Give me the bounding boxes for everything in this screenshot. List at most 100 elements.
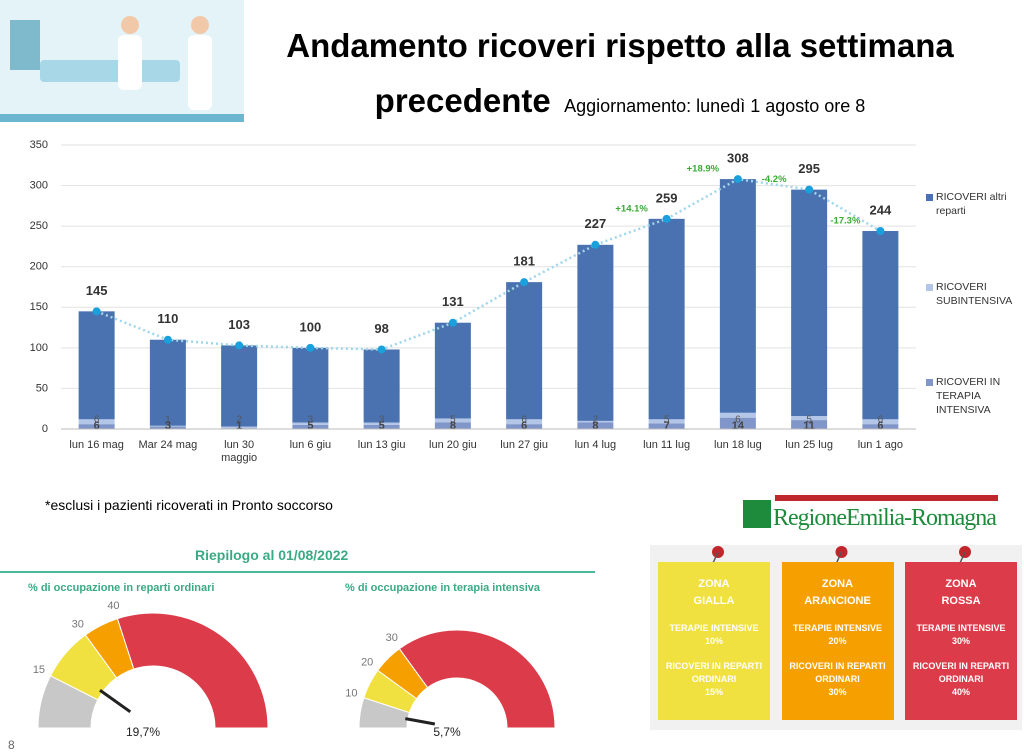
total-marker xyxy=(591,240,600,249)
bar-segment xyxy=(577,422,614,429)
y-tick-label: 200 xyxy=(30,261,48,273)
bar-segment xyxy=(221,426,258,429)
bar-segment xyxy=(434,422,471,429)
bar-segment xyxy=(292,347,329,423)
x-tick-label: lun 13 giu xyxy=(357,439,406,451)
gauge-value: 5,7% xyxy=(433,725,461,739)
gauge-tick-label: 10 xyxy=(345,688,357,700)
zone-item-label: TERAPIE INTENSIVE xyxy=(916,623,1006,633)
total-marker xyxy=(448,318,457,327)
zone-card: ZONA GIALLA TERAPIE INTENSIVE 10% RICOVERI … xyxy=(658,562,770,720)
zone-item: TERAPIE INTENSIVE 20% xyxy=(788,622,888,648)
zone-item-label: TERAPIE INTENSIVE xyxy=(792,623,882,633)
legend-swatch xyxy=(926,379,933,386)
total-label: 244 xyxy=(870,202,892,217)
zone-item: RICOVERI IN REPARTI ORDINARI 30% xyxy=(788,660,888,699)
bar-segment xyxy=(292,422,329,425)
footnote: *esclusi i pazienti ricoverati in Pronto… xyxy=(45,497,333,513)
segment-label: 3 xyxy=(308,415,314,426)
bar-segment xyxy=(577,420,614,423)
segment-label: 5 xyxy=(664,415,670,426)
total-marker xyxy=(733,175,742,184)
gauge-tick-label: 30 xyxy=(72,618,84,630)
segment-label: 3 xyxy=(379,415,385,426)
y-tick-label: 250 xyxy=(30,220,48,232)
illustration-bed xyxy=(40,60,180,82)
gauge-title: % di occupazione in reparti ordinari xyxy=(28,582,215,594)
total-label: 295 xyxy=(798,161,820,176)
bar-segment xyxy=(648,419,685,424)
bar-segment xyxy=(506,424,543,429)
x-tick-label: lun 16 mag xyxy=(69,439,124,451)
segment-label: 2 xyxy=(593,415,599,426)
bar-segment xyxy=(648,423,685,429)
bar-segment xyxy=(862,231,899,420)
y-tick-label: 150 xyxy=(30,301,48,313)
bar-segment xyxy=(648,218,685,420)
total-marker xyxy=(805,185,814,194)
zone-card: ZONA ARANCIONE TERAPIE INTENSIVE 20% RICOVE… xyxy=(781,562,894,720)
legend-label: RICOVERI IN TERAPIA INTENSIVA xyxy=(936,376,1001,416)
segment-label: 6 xyxy=(94,415,100,426)
x-tick-label: lun 20 giu xyxy=(429,439,477,451)
gauge-tick-label: 40 xyxy=(107,600,119,612)
segment-label: 6 xyxy=(521,420,527,432)
total-label: 98 xyxy=(374,321,388,336)
title: Andamento ricoveri rispetto alla settima… xyxy=(286,27,954,119)
zone-title: ZONA ARANCIONE xyxy=(804,578,871,607)
bar-segment xyxy=(719,412,756,418)
legend-swatch xyxy=(926,194,933,201)
zone-item-value: 30% xyxy=(951,636,970,646)
zone-item-value: 30% xyxy=(828,687,847,697)
illustration-doctor xyxy=(121,16,139,34)
bar-segment xyxy=(78,424,115,429)
bar-segment xyxy=(78,311,115,420)
segment-label: 7 xyxy=(664,420,670,432)
zone-item-label: RICOVERI IN REPARTI ORDINARI xyxy=(912,661,1010,684)
pin-needle xyxy=(835,551,843,564)
gauge-needle xyxy=(405,717,436,726)
total-label: 308 xyxy=(727,151,749,166)
bar-segment xyxy=(78,419,115,425)
bar-segment xyxy=(292,424,329,429)
total-label: 131 xyxy=(442,294,464,309)
zone-item-label: TERAPIE INTENSIVE xyxy=(669,623,759,633)
segment-label: 8 xyxy=(592,420,598,432)
total-label: 110 xyxy=(157,311,178,326)
bar-segment xyxy=(149,426,186,429)
total-marker xyxy=(92,307,101,316)
illustration-monitor xyxy=(10,20,40,70)
segment-label: 6 xyxy=(735,415,741,426)
logo-text: RegioneEmilia-Romagna xyxy=(773,505,997,531)
logo-bar xyxy=(775,495,998,501)
illustration-floor xyxy=(0,114,244,122)
total-marker xyxy=(377,345,386,354)
zone-item-label: RICOVERI IN REPARTI ORDINARI xyxy=(665,661,763,684)
gauge-band xyxy=(116,612,269,729)
total-marker xyxy=(876,227,885,236)
change-label: -17.3% xyxy=(830,216,861,227)
change-label: +18.9% xyxy=(687,164,720,175)
legend-swatch xyxy=(926,284,933,291)
gauge-band xyxy=(398,629,556,729)
zone-title: ZONA ROSSA xyxy=(941,578,981,607)
total-label: 103 xyxy=(228,317,250,332)
x-tick-label: lun 30 maggio xyxy=(221,439,258,464)
pin-needle xyxy=(712,551,719,564)
bar-segment xyxy=(791,420,828,429)
y-tick-label: 0 xyxy=(42,423,48,435)
y-tick-label: 100 xyxy=(30,342,48,354)
total-marker xyxy=(235,341,244,350)
y-tick-label: 50 xyxy=(36,382,48,394)
change-label: +14.1% xyxy=(615,203,648,214)
legend-label: RICOVERI altri reparti xyxy=(936,191,1007,217)
segment-label: 5 xyxy=(450,415,456,426)
illustration-doctor xyxy=(191,16,209,34)
zone-item-value: 15% xyxy=(704,687,723,697)
x-tick-label: lun 6 giu xyxy=(289,439,332,451)
zone-title: ZONA GIALLA xyxy=(693,578,735,607)
bar-segment xyxy=(221,345,258,427)
bar-segment xyxy=(506,419,543,425)
segment-label: 1 xyxy=(165,415,171,426)
